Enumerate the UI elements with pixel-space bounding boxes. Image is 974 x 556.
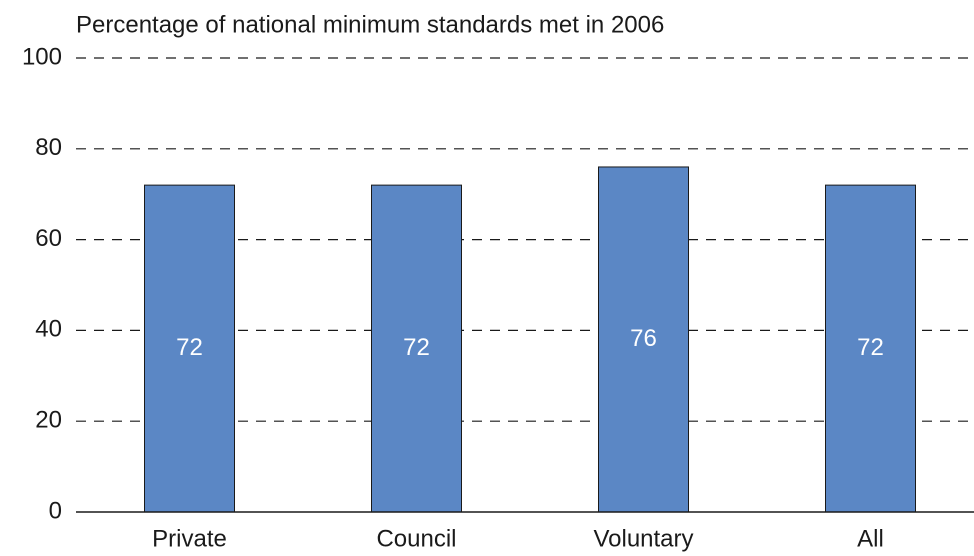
bar: [598, 166, 689, 513]
data-label: 72: [176, 334, 203, 361]
data-label: 72: [403, 334, 430, 361]
y-tick-label: 0: [49, 497, 62, 524]
y-tick-label: 80: [35, 134, 62, 161]
y-tick-label: 40: [35, 316, 62, 343]
bar: [144, 184, 235, 513]
data-label: 76: [630, 325, 657, 352]
bar: [825, 184, 916, 513]
x-tick-label: Voluntary: [593, 525, 693, 552]
y-tick-label: 100: [22, 43, 62, 70]
x-tick-label: All: [857, 525, 884, 552]
x-tick-label: Council: [376, 525, 456, 552]
y-tick-label: 20: [35, 407, 62, 434]
x-tick-label: Private: [152, 525, 227, 552]
y-tick-label: 60: [35, 225, 62, 252]
data-label: 72: [857, 334, 884, 361]
chart-title: Percentage of national minimum standards…: [76, 11, 664, 38]
